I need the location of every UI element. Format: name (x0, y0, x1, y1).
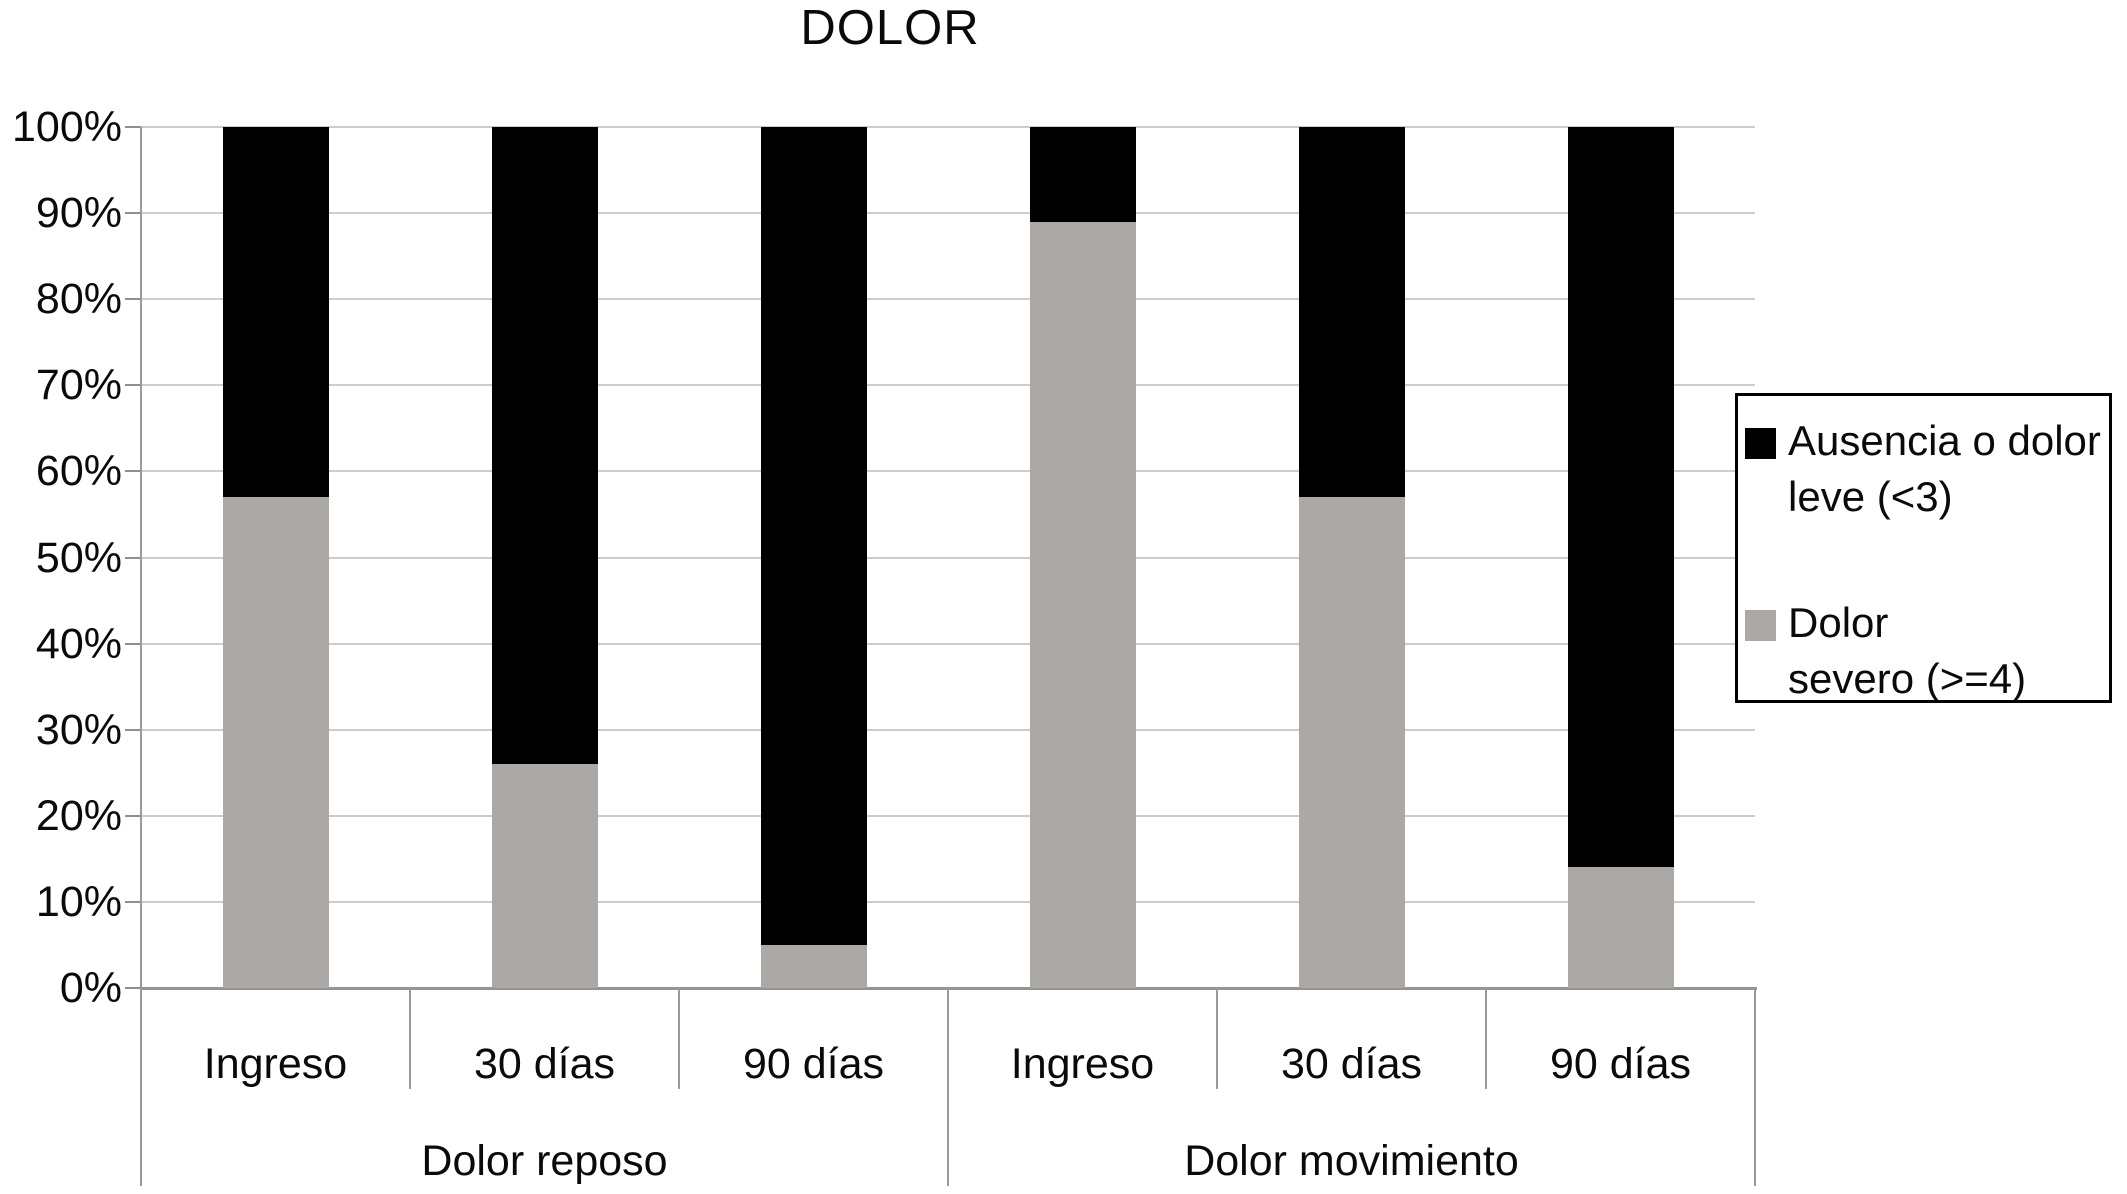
bar-0-segment-severo (223, 497, 329, 988)
legend-label-severo-line1: Dolor (1788, 599, 1889, 646)
group-divider (1754, 988, 1756, 1186)
y-axis-line (140, 127, 142, 1186)
x-group-label-0: Dolor reposo (421, 1137, 668, 1185)
y-tick-40% (125, 643, 141, 645)
x-category-label-0: Ingreso (203, 1040, 348, 1088)
gridline-60% (141, 470, 1755, 472)
y-tick-80% (125, 298, 141, 300)
legend-label-ausencia-line1: Ausencia o dolor (1788, 417, 2101, 464)
y-tick-label-10%: 10% (35, 878, 122, 926)
y-tick-label-30%: 30% (35, 706, 122, 754)
legend-label-ausencia-line2: leve (<3) (1788, 473, 1953, 520)
category-divider (1485, 988, 1487, 1089)
legend-label-severo-line2: severo (>=4) (1788, 655, 2027, 702)
legend: Ausencia o dolor leve (<3) Dolor severo … (1735, 393, 2112, 703)
x-axis-baseline (141, 987, 1757, 990)
y-tick-label-20%: 20% (35, 792, 122, 840)
bar-2-segment-severo (761, 945, 867, 988)
category-divider (678, 988, 680, 1089)
bar-2-segment-ausencia (761, 127, 867, 945)
group-divider (947, 988, 949, 1186)
y-tick-90% (125, 212, 141, 214)
y-tick-70% (125, 384, 141, 386)
bar-5-segment-severo (1568, 867, 1674, 988)
legend-swatch-ausencia-icon (1745, 428, 1776, 459)
gridline-40% (141, 643, 1755, 645)
bar-3-segment-ausencia (1030, 127, 1136, 222)
x-category-label-4: 30 días (1280, 1040, 1423, 1088)
y-tick-label-40%: 40% (35, 620, 122, 668)
gridline-30% (141, 729, 1755, 731)
x-category-label-5: 90 días (1549, 1040, 1692, 1088)
y-tick-label-60%: 60% (35, 447, 122, 495)
bar-1-segment-ausencia (492, 127, 598, 764)
bar-3-segment-severo (1030, 222, 1136, 988)
x-category-label-2: 90 días (742, 1040, 885, 1088)
y-tick-10% (125, 901, 141, 903)
gridline-70% (141, 384, 1755, 386)
gridline-20% (141, 815, 1755, 817)
bar-4-segment-ausencia (1299, 127, 1405, 497)
gridline-90% (141, 212, 1755, 214)
bar-5-segment-ausencia (1568, 127, 1674, 867)
y-tick-100% (125, 126, 141, 128)
bar-4-segment-severo (1299, 497, 1405, 988)
chart-title: DOLOR (800, 1, 980, 55)
bar-0-segment-ausencia (223, 127, 329, 497)
y-tick-label-100%: 100% (12, 103, 122, 151)
y-tick-20% (125, 815, 141, 817)
category-divider (409, 988, 411, 1089)
legend-label-ausencia: Ausencia o dolor leve (<3) (1788, 413, 2101, 525)
y-tick-60% (125, 470, 141, 472)
bar-1-segment-severo (492, 764, 598, 988)
x-category-label-3: Ingreso (1010, 1040, 1155, 1088)
category-divider (1216, 988, 1218, 1089)
legend-swatch-severo-icon (1745, 610, 1776, 641)
x-group-label-1: Dolor movimiento (1184, 1137, 1519, 1185)
y-tick-label-70%: 70% (35, 361, 122, 409)
y-tick-label-90%: 90% (35, 189, 122, 237)
gridline-100% (141, 126, 1755, 128)
y-tick-50% (125, 557, 141, 559)
y-tick-label-50%: 50% (35, 534, 122, 582)
y-tick-label-0%: 0% (59, 964, 122, 1012)
y-tick-0% (125, 987, 141, 989)
gridline-80% (141, 298, 1755, 300)
y-tick-label-80%: 80% (35, 275, 122, 323)
y-tick-30% (125, 729, 141, 731)
gridline-10% (141, 901, 1755, 903)
x-category-label-1: 30 días (473, 1040, 616, 1088)
gridline-50% (141, 557, 1755, 559)
legend-label-severo: Dolor severo (>=4) (1788, 595, 2026, 707)
